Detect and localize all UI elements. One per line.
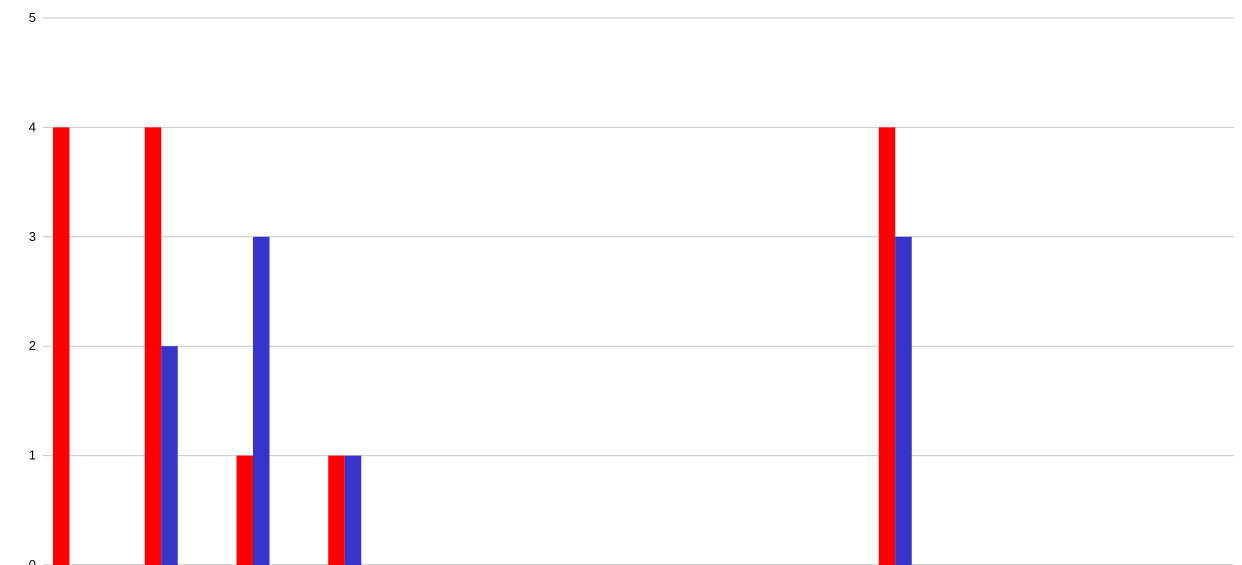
bar-series1-3	[236, 455, 253, 565]
y-tick-label-1: 1	[29, 448, 36, 463]
y-tick-label-2: 2	[29, 338, 36, 353]
bar-series2-6	[344, 455, 362, 565]
bar-series2-4	[253, 236, 270, 565]
y-axis-tick-labels: 0 1 2 3 4 5	[29, 10, 36, 565]
bar-series2-8	[895, 236, 912, 565]
y-tick-label-5: 5	[29, 10, 36, 25]
y-tick-label-4: 4	[29, 119, 36, 134]
y-tick-label-3: 3	[29, 229, 36, 244]
bars	[53, 127, 912, 565]
bar-series2-2	[161, 346, 178, 565]
bar-series1-1	[144, 127, 162, 565]
bar-series1-0	[53, 127, 70, 565]
y-tick-label-0: 0	[29, 557, 36, 565]
bar-series1-5	[328, 455, 345, 565]
gridlines	[43, 17, 1234, 565]
bar-series1-7	[878, 127, 896, 565]
